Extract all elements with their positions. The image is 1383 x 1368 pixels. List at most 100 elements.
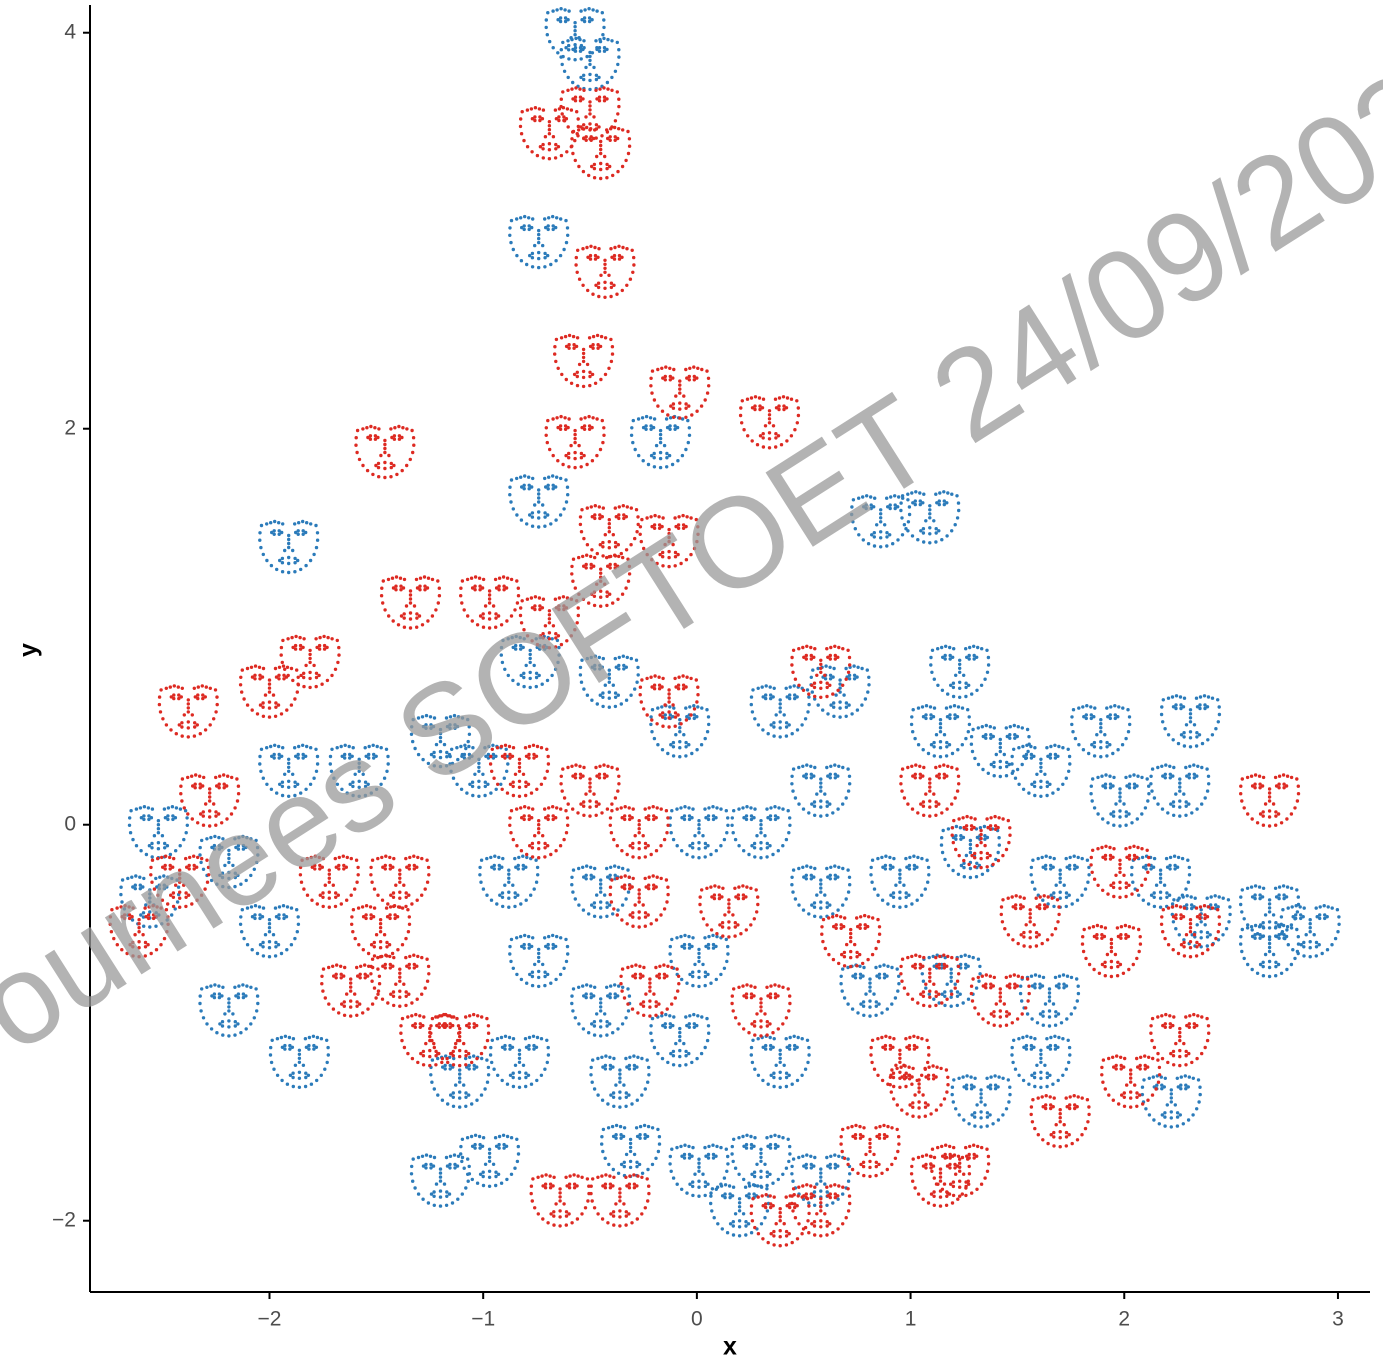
face-dot: [603, 154, 607, 159]
face-dot: [612, 257, 617, 261]
face-dot: [240, 908, 244, 912]
face-dot: [592, 792, 596, 796]
face-dot: [389, 427, 393, 431]
face-dot: [566, 425, 570, 430]
face-dot: [601, 695, 605, 699]
face-dot: [501, 638, 505, 643]
face-dot: [525, 981, 529, 985]
face-dot: [337, 653, 341, 657]
face-dot: [451, 776, 456, 780]
face-dot: [687, 1152, 692, 1157]
face-dot: [731, 1224, 735, 1228]
face-dot: [962, 673, 966, 677]
face-dot: [910, 534, 915, 538]
face-dot: [784, 1075, 789, 1080]
face-dot: [373, 434, 378, 438]
face-dot: [1045, 1071, 1050, 1075]
face-dot: [295, 690, 299, 694]
face-dot: [173, 816, 178, 820]
face-dot: [245, 666, 250, 671]
face-point: [668, 1143, 730, 1198]
face-point: [409, 713, 472, 769]
face-dot: [859, 1002, 863, 1006]
face-dot: [833, 873, 837, 877]
face-dot: [750, 439, 754, 443]
face-dot: [1112, 823, 1116, 827]
face-dot: [470, 784, 475, 789]
face-dot: [755, 1162, 759, 1167]
face-dot: [233, 1024, 237, 1028]
face-dot: [573, 49, 578, 53]
face-dot: [464, 1056, 468, 1061]
face-dot: [621, 654, 625, 658]
face-dot: [559, 7, 563, 11]
face-dot: [749, 702, 753, 707]
face-dot: [198, 774, 202, 778]
face-dot: [611, 1065, 615, 1069]
face-point: [839, 963, 901, 1018]
face-dot: [566, 125, 570, 129]
face-dot: [660, 1056, 665, 1061]
face-dot: [1267, 945, 1272, 950]
face-dot: [1064, 776, 1069, 780]
face-dot: [186, 726, 190, 730]
face-dot: [597, 772, 602, 776]
face-dot: [160, 834, 165, 838]
face-dot: [967, 722, 972, 727]
face-dot: [521, 867, 525, 871]
face-dot: [573, 428, 577, 433]
face-dot: [813, 914, 817, 918]
face-dot: [663, 1025, 667, 1030]
face-dot: [599, 1025, 603, 1029]
face-dot: [726, 944, 730, 949]
face-dot: [958, 670, 962, 674]
face-dot: [759, 1222, 764, 1226]
face-dot: [573, 465, 577, 470]
face-dot: [738, 413, 743, 418]
face-dot: [652, 456, 656, 460]
face-dot: [119, 892, 123, 897]
face-dot: [519, 216, 523, 220]
face-dot: [846, 1157, 850, 1161]
face-dot: [679, 934, 683, 939]
face-dot: [685, 852, 689, 857]
face-dot: [581, 359, 586, 364]
face-dot: [638, 1136, 642, 1140]
face-dot: [491, 1162, 496, 1167]
face-dot: [791, 670, 795, 674]
face-point: [268, 1034, 330, 1090]
face-dot: [1160, 807, 1165, 811]
face-dot: [579, 57, 583, 61]
face-dot: [769, 806, 773, 810]
face-dot: [967, 715, 971, 719]
face-dot: [1308, 940, 1312, 944]
face-dot: [1301, 915, 1305, 919]
face-dot: [381, 601, 385, 605]
face-dot: [244, 994, 248, 998]
face-dot: [1163, 1076, 1168, 1081]
face-dot: [596, 255, 600, 259]
face-dot: [267, 926, 272, 930]
face-dot: [486, 1073, 491, 1077]
face-dot: [254, 987, 258, 991]
face-dot: [170, 913, 174, 917]
face-dot: [696, 705, 700, 709]
face-dot: [1197, 733, 1202, 737]
face-dot: [537, 525, 541, 529]
face-dot: [527, 227, 531, 232]
face-dot: [578, 49, 583, 53]
face-dot: [656, 706, 660, 710]
face-dot: [726, 823, 730, 827]
face-dot: [722, 837, 727, 842]
face-dot: [697, 1165, 701, 1169]
face-dot: [920, 972, 924, 976]
face-dot: [1029, 744, 1033, 749]
face-dot: [541, 156, 545, 160]
face-dot: [301, 756, 305, 760]
face-dot: [533, 503, 537, 507]
face-dot: [1261, 886, 1266, 890]
face-dot: [546, 513, 550, 517]
face-dot: [786, 1137, 790, 1142]
face-dot: [671, 745, 676, 749]
face-dot: [844, 897, 848, 901]
